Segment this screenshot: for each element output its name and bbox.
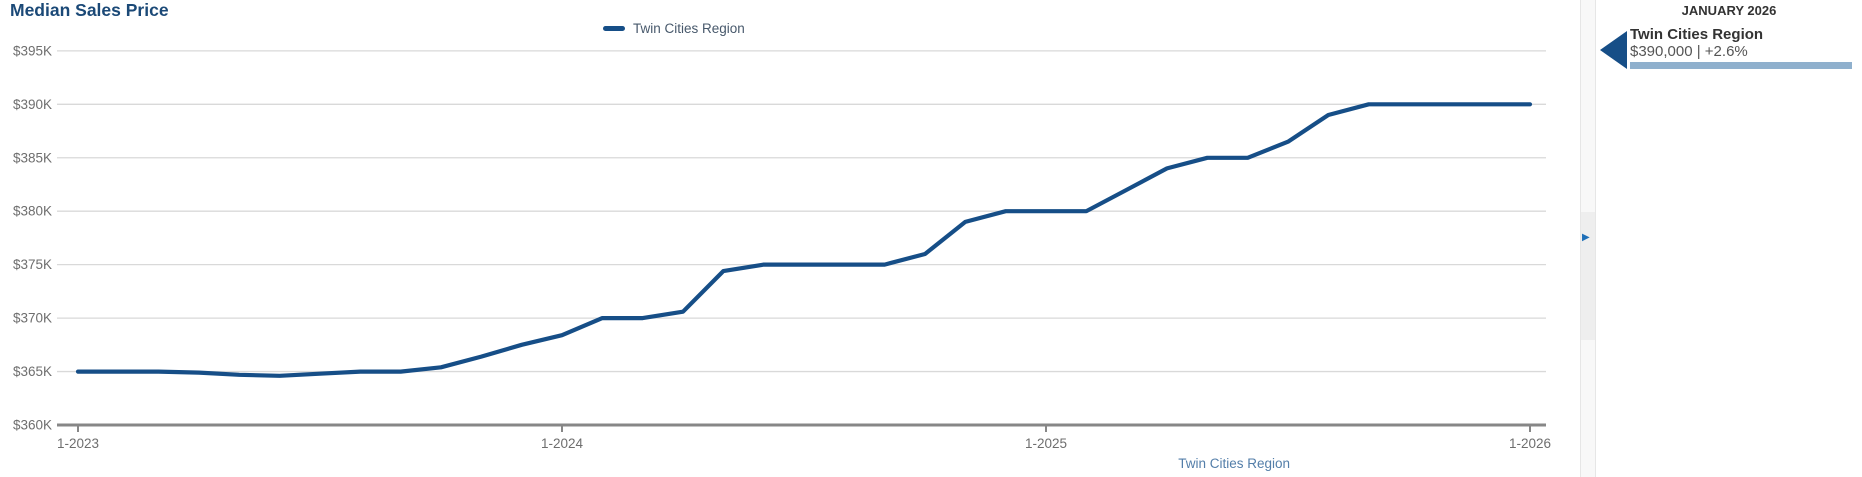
y-axis-tick-label: $365K	[13, 364, 52, 379]
chart-legend[interactable]: Twin Cities Region	[603, 21, 745, 36]
legend-label: Twin Cities Region	[633, 21, 745, 36]
series-summary-value: $390,000 | +2.6%	[1630, 43, 1748, 60]
series-summary-text: Twin Cities Region $390,000 | +2.6%	[1630, 26, 1852, 69]
page-title: Median Sales Price	[10, 0, 169, 20]
y-axis-tick-label: $385K	[13, 150, 52, 165]
left-triangle-marker-icon	[1600, 31, 1627, 69]
series-footer-link[interactable]: Twin Cities Region	[1178, 456, 1290, 471]
expand-arrow-icon[interactable]: ▶	[1582, 232, 1590, 243]
summary-sidebar: JANUARY 2026 Twin Cities Region $390,000…	[1596, 0, 1862, 477]
y-axis-tick-label: $395K	[13, 43, 52, 58]
y-axis-tick-label: $360K	[13, 418, 52, 433]
series-summary-entry[interactable]: Twin Cities Region $390,000 | +2.6%	[1596, 0, 1862, 80]
y-axis-tick-label: $380K	[13, 204, 52, 219]
drawer-thumb[interactable]	[1581, 212, 1595, 340]
x-axis-tick-label: 1-2023	[57, 436, 99, 451]
sidebar-collapse-strip[interactable]: ▶	[1580, 0, 1596, 477]
series-summary-name: Twin Cities Region	[1630, 26, 1764, 43]
summary-month-header: JANUARY 2026	[1681, 3, 1777, 18]
x-axis-tick-label: 1-2024	[541, 436, 584, 451]
y-axis-tick-label: $370K	[13, 311, 52, 326]
legend-line-swatch-icon	[603, 26, 625, 31]
median-sales-price-line-chart: $395K $390K $385K $380K $375K $370K $365K $360K…	[13, 43, 1551, 451]
x-axis-tick-label: 1-2026	[1509, 436, 1551, 451]
series-underline-bar	[1630, 62, 1852, 69]
y-axis-tick-label: $390K	[13, 97, 52, 112]
series-line	[75, 102, 1533, 378]
chart-region: Median Sales Price Twin Cities Region $3…	[10, 0, 1552, 471]
x-axis-tick-label: 1-2025	[1025, 436, 1067, 451]
y-axis-tick-label: $375K	[13, 257, 52, 272]
